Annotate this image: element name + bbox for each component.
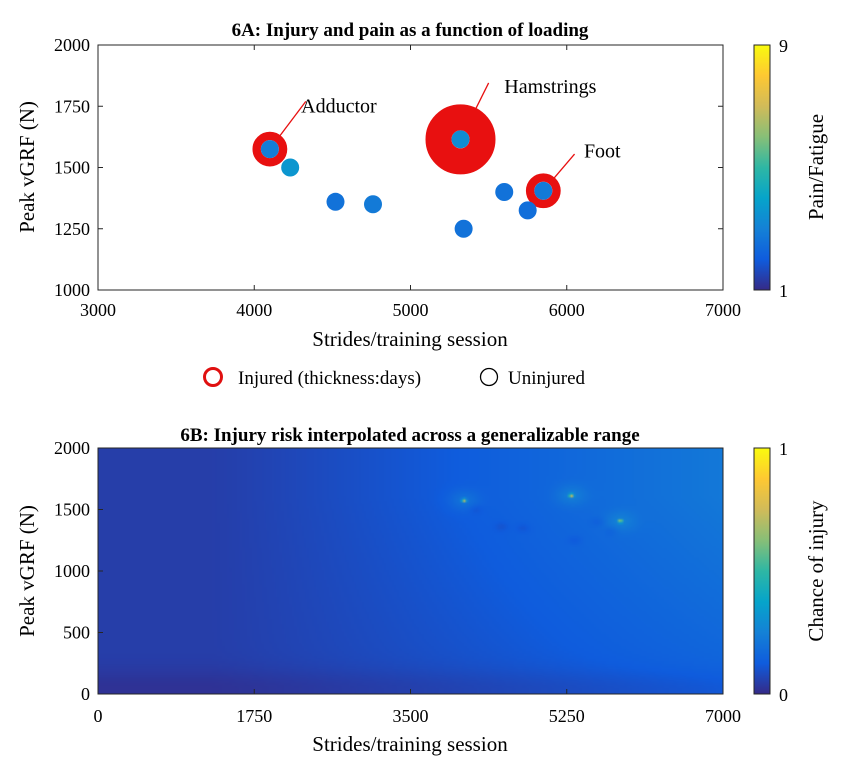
panel-6b-y-tick-label: 500 bbox=[63, 623, 90, 643]
annotation-label: Hamstrings bbox=[504, 76, 596, 98]
panel-6a-x-tick-label: 4000 bbox=[236, 300, 272, 320]
panel-6a-points bbox=[252, 104, 561, 238]
panel-6b-x-tick-label: 1750 bbox=[236, 706, 272, 726]
panel-6a-y-tick-label: 1250 bbox=[54, 219, 90, 239]
panel-6b-colorbar-max-label: 1 bbox=[779, 439, 788, 459]
panel-6a-y-tick-label: 1000 bbox=[54, 280, 90, 300]
panel-6a-colorbar-label: Pain/Fatigue bbox=[804, 114, 828, 220]
panel-6a-y-tick-label: 2000 bbox=[54, 35, 90, 55]
panel-6b-x-tick-label: 3500 bbox=[393, 706, 429, 726]
panel-6b-y-tick-label: 2000 bbox=[54, 438, 90, 458]
data-point bbox=[451, 130, 470, 149]
panel-6a-legend: Injured (thickness:days) Uninjured bbox=[203, 367, 586, 389]
panel-6b: 6B: Injury risk interpolated across a ge… bbox=[15, 425, 828, 756]
data-point bbox=[518, 201, 537, 220]
legend-injured-label: Injured (thickness:days) bbox=[238, 368, 421, 389]
data-point bbox=[495, 183, 514, 201]
annotation-leader-line bbox=[475, 82, 490, 110]
injury-ring bbox=[525, 173, 561, 209]
panel-6a-x-axis-label: Strides/training session bbox=[312, 327, 508, 351]
injury-ring bbox=[252, 131, 288, 167]
data-point bbox=[326, 192, 345, 211]
panel-6b-y-tick-label: 0 bbox=[81, 684, 90, 704]
panel-6b-heatmap bbox=[98, 448, 723, 694]
panel-6a-title: 6A: Injury and pain as a function of loa… bbox=[232, 20, 589, 41]
panel-6a-x-tick-label: 3000 bbox=[80, 300, 116, 320]
panel-6a-x-tick-label: 7000 bbox=[705, 300, 741, 320]
legend-injured-marker bbox=[203, 367, 223, 387]
panel-6a-plot-area bbox=[97, 44, 724, 291]
panel-6a-annotations: Adductor Hamstrings Foot bbox=[278, 76, 621, 180]
panel-6b-x-tick-label: 0 bbox=[94, 706, 103, 726]
panel-6a-colorbar-max-label: 9 bbox=[779, 36, 788, 56]
panel-6a-colorbar bbox=[753, 44, 771, 291]
panel-6b-colorbar bbox=[753, 447, 771, 695]
annotation-leader-line bbox=[278, 100, 307, 138]
annotation-label: Foot bbox=[584, 141, 621, 163]
panel-6b-x-tick-label: 5250 bbox=[549, 706, 585, 726]
annotation-leader-line bbox=[552, 153, 576, 180]
data-point bbox=[260, 140, 279, 159]
panel-6b-colorbar-label: Chance of injury bbox=[804, 500, 828, 642]
annotation-label: Adductor bbox=[301, 95, 377, 117]
legend-uninjured-label: Uninjured bbox=[508, 368, 586, 389]
panel-6b-y-axis-label: Peak vGRF (N) bbox=[15, 505, 39, 637]
panel-6a-x-tick-label: 6000 bbox=[549, 300, 585, 320]
data-point bbox=[364, 195, 382, 214]
panel-6b-y-tick-label: 1000 bbox=[54, 561, 90, 581]
panel-6a: 6A: Injury and pain as a function of loa… bbox=[15, 20, 828, 389]
data-point bbox=[454, 219, 473, 238]
panel-6a-x-tick-label: 5000 bbox=[393, 300, 429, 320]
panel-6a-colorbar-min-label: 1 bbox=[779, 281, 788, 301]
panel-6a-y-tick-label: 1750 bbox=[54, 96, 90, 116]
panel-6b-heatmap-image bbox=[98, 448, 723, 694]
legend-uninjured-marker bbox=[479, 367, 499, 387]
panel-6b-title: 6B: Injury risk interpolated across a ge… bbox=[180, 425, 639, 446]
panel-6b-x-tick-label: 7000 bbox=[705, 706, 741, 726]
panel-6a-y-tick-label: 1500 bbox=[54, 158, 90, 178]
panel-6b-ticks: 0 1750 3500 5250 7000 0 500 1000 1500 2000 bbox=[54, 438, 741, 726]
injury-ring bbox=[425, 104, 496, 175]
panel-6b-colorbar-min-label: 0 bbox=[779, 685, 788, 705]
panel-6a-y-axis-label: Peak vGRF (N) bbox=[15, 101, 39, 233]
panel-6b-y-tick-label: 1500 bbox=[54, 500, 90, 520]
data-point bbox=[534, 181, 553, 200]
panel-6a-ticks: 3000 4000 5000 6000 7000 1000 1250 1500 1750 2000 bbox=[54, 35, 741, 320]
data-point bbox=[281, 158, 300, 177]
panel-6b-x-axis-label: Strides/training session bbox=[312, 732, 508, 756]
